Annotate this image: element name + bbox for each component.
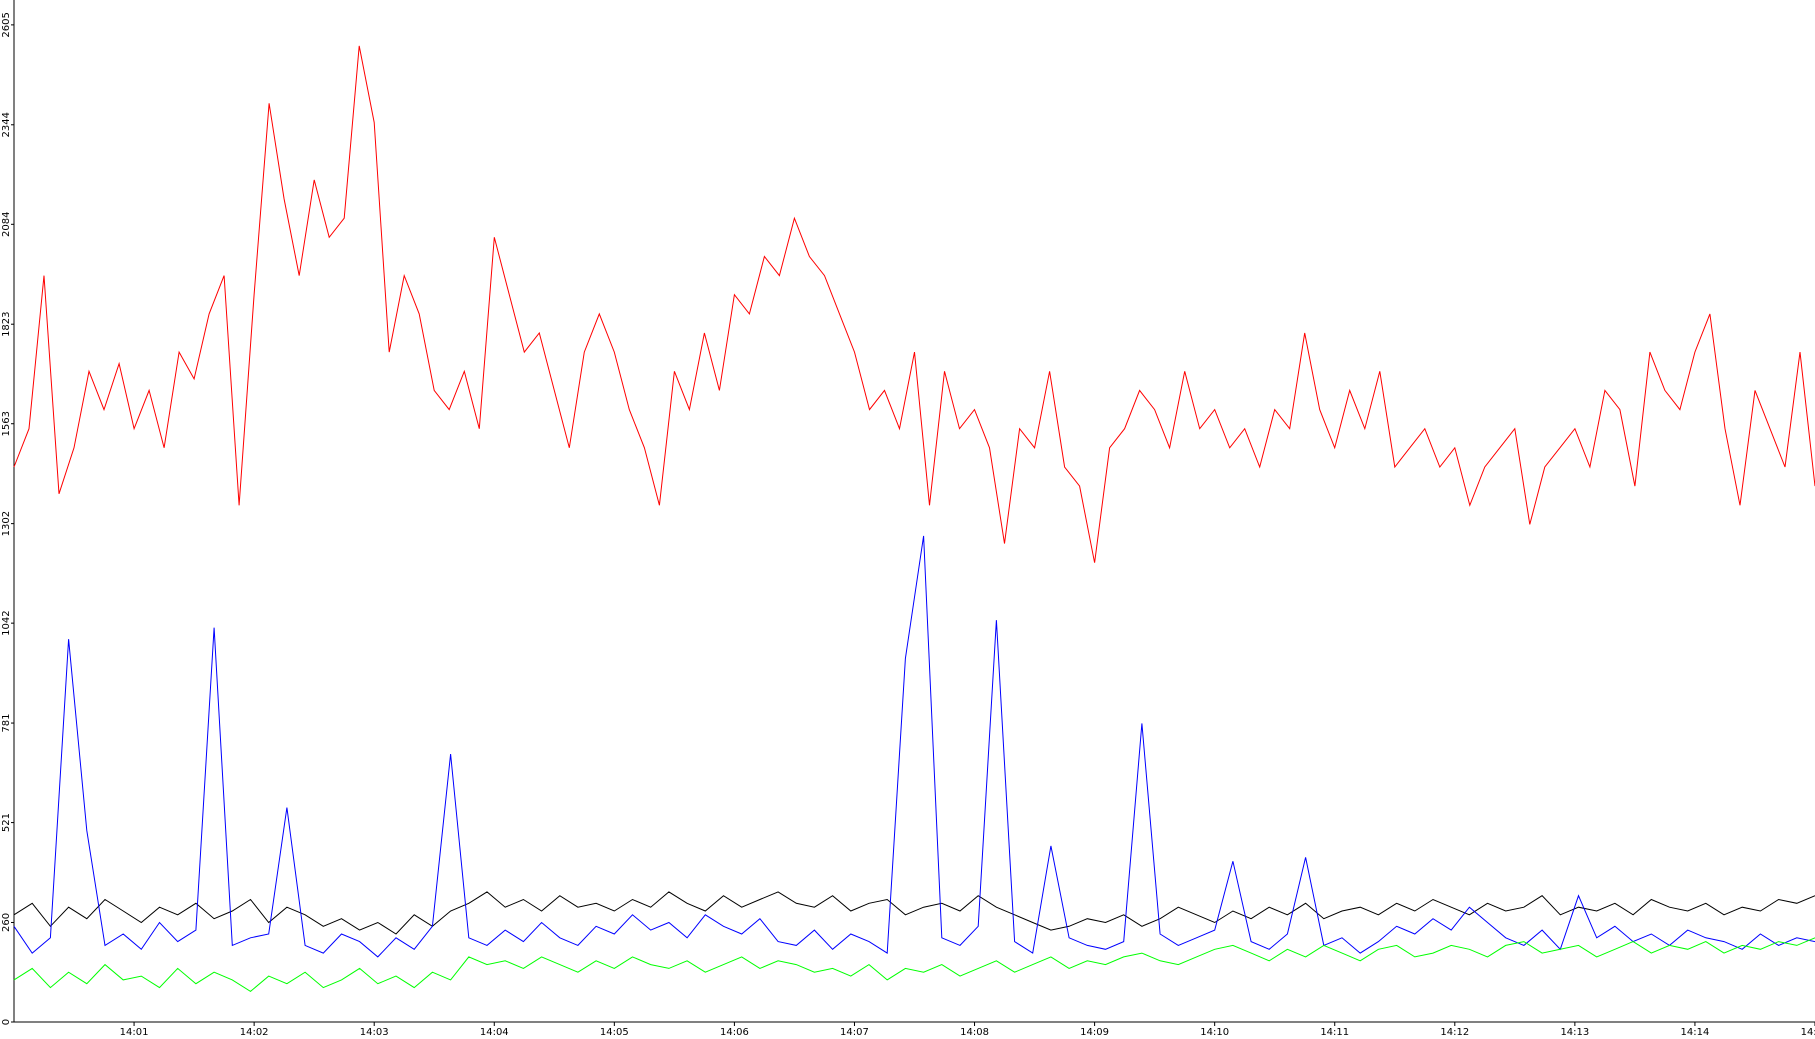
y-tick-label: 1823 [1,311,12,336]
x-tick-label: 14:14 [1681,1027,1710,1038]
x-tick-label: 14:13 [1560,1027,1589,1038]
y-tick-label: 1042 [1,610,12,635]
y-tick-label: 2605 [1,12,12,37]
series-line [13,891,1815,935]
x-tick-label: 14:03 [360,1027,389,1038]
y-tick-label: 1563 [1,411,12,436]
x-tick-label: 14:01 [120,1027,149,1038]
x-tick-label: 14:11 [1320,1027,1349,1038]
x-tick-label: 14:09 [1080,1027,1109,1038]
x-tick-label: 14:15 [1801,1027,1815,1038]
x-tick-label: 14:08 [960,1027,989,1038]
x-tick-label: 14:06 [720,1027,749,1038]
y-tick-label: 2084 [1,212,12,237]
x-tick-label: 14:05 [600,1027,629,1038]
y-tick-label: 781 [1,714,12,733]
y-tick-label: 2344 [1,112,12,137]
x-tick-label: 14:10 [1200,1027,1229,1038]
x-tick-label: 14:12 [1440,1027,1469,1038]
series-line [13,535,1815,958]
series-line [13,45,1815,563]
x-tick-label: 14:02 [240,1027,269,1038]
y-tick-label: 0 [1,1019,12,1025]
y-tick-label: 1302 [1,511,12,536]
x-tick-label: 14:04 [480,1027,509,1038]
x-tick-label: 14:07 [840,1027,869,1038]
series-line [13,937,1815,993]
y-tick-label: 521 [1,813,12,832]
y-tick-label: 260 [1,913,12,932]
